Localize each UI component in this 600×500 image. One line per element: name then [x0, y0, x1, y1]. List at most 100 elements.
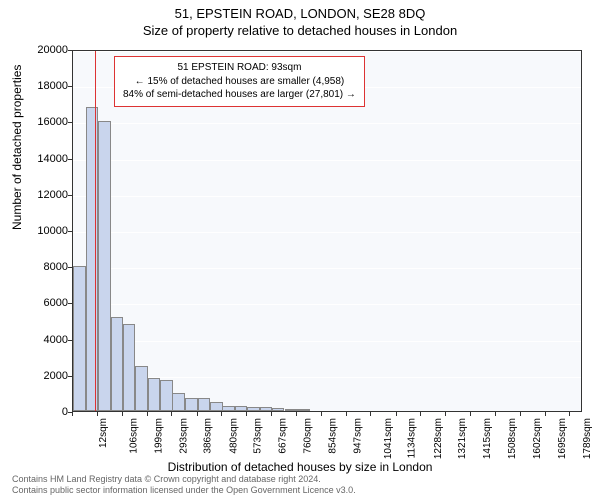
histogram-bar	[272, 408, 285, 411]
xtick-label: 480sqm	[228, 418, 239, 454]
footer-line1: Contains HM Land Registry data © Crown c…	[12, 474, 356, 485]
xtick-label: 854sqm	[328, 418, 339, 454]
xtick-label: 1602sqm	[532, 418, 543, 459]
xtick-label: 12sqm	[98, 418, 109, 448]
histogram-bar	[123, 324, 136, 411]
gridline	[73, 341, 581, 342]
xtick-mark	[97, 412, 98, 416]
xtick-label: 106sqm	[129, 418, 140, 454]
ytick-label: 0	[18, 406, 68, 418]
ytick-label: 10000	[18, 225, 68, 237]
xtick-label: 667sqm	[278, 418, 289, 454]
ytick-mark	[68, 50, 72, 51]
annotation-line2: ← 15% of detached houses are smaller (4,…	[123, 75, 356, 89]
xtick-label: 1321sqm	[457, 418, 468, 459]
footer-attribution: Contains HM Land Registry data © Crown c…	[12, 474, 356, 496]
ytick-label: 2000	[18, 370, 68, 382]
xtick-mark	[470, 412, 471, 416]
xtick-mark	[197, 412, 198, 416]
annotation-line1: 51 EPSTEIN ROAD: 93sqm	[123, 61, 356, 75]
histogram-bar	[285, 409, 298, 411]
gridline	[73, 160, 581, 161]
gridline	[73, 268, 581, 269]
xtick-mark	[495, 412, 496, 416]
histogram-bar	[111, 317, 124, 411]
ytick-mark	[68, 376, 72, 377]
xtick-label: 199sqm	[153, 418, 164, 454]
xtick-mark	[569, 412, 570, 416]
xtick-mark	[420, 412, 421, 416]
gridline	[73, 51, 581, 52]
xtick-label: 1041sqm	[383, 418, 394, 459]
xtick-mark	[72, 412, 73, 416]
ytick-label: 18000	[18, 80, 68, 92]
footer-line2: Contains public sector information licen…	[12, 485, 356, 496]
histogram-bar	[185, 398, 198, 411]
xtick-mark	[545, 412, 546, 416]
chart-container: 51 EPSTEIN ROAD: 93sqm ← 15% of detached…	[72, 50, 582, 412]
xtick-label: 947sqm	[352, 418, 363, 454]
xtick-mark	[271, 412, 272, 416]
annotation-box: 51 EPSTEIN ROAD: 93sqm ← 15% of detached…	[114, 56, 365, 107]
ytick-label: 8000	[18, 261, 68, 273]
gridline	[73, 304, 581, 305]
xtick-mark	[346, 412, 347, 416]
histogram-bar	[198, 398, 211, 411]
ytick-mark	[68, 267, 72, 268]
xtick-mark	[147, 412, 148, 416]
gridline	[73, 232, 581, 233]
gridline	[73, 196, 581, 197]
ytick-mark	[68, 340, 72, 341]
histogram-bar	[235, 406, 248, 411]
histogram-bar	[86, 107, 99, 411]
xtick-mark	[246, 412, 247, 416]
chart-title-sub: Size of property relative to detached ho…	[0, 21, 600, 38]
x-axis-label: Distribution of detached houses by size …	[0, 460, 600, 474]
ytick-label: 12000	[18, 189, 68, 201]
ytick-label: 14000	[18, 153, 68, 165]
xtick-mark	[171, 412, 172, 416]
histogram-bar	[297, 409, 310, 411]
gridline	[73, 413, 581, 414]
xtick-label: 1789sqm	[582, 418, 593, 459]
xtick-mark	[370, 412, 371, 416]
marker-line	[95, 51, 97, 411]
ytick-mark	[68, 86, 72, 87]
annotation-line3: 84% of semi-detached houses are larger (…	[123, 88, 356, 102]
ytick-mark	[68, 195, 72, 196]
xtick-label: 760sqm	[303, 418, 314, 454]
histogram-bar	[98, 121, 111, 411]
xtick-mark	[122, 412, 123, 416]
xtick-mark	[520, 412, 521, 416]
histogram-bar	[210, 402, 223, 411]
ytick-mark	[68, 303, 72, 304]
gridline	[73, 123, 581, 124]
histogram-bar	[172, 393, 185, 411]
ytick-mark	[68, 231, 72, 232]
xtick-label: 1508sqm	[507, 418, 518, 459]
xtick-mark	[321, 412, 322, 416]
xtick-mark	[221, 412, 222, 416]
histogram-bar	[148, 378, 161, 411]
ytick-label: 16000	[18, 116, 68, 128]
ytick-label: 6000	[18, 297, 68, 309]
xtick-label: 1415sqm	[482, 418, 493, 459]
ytick-mark	[68, 159, 72, 160]
histogram-bar	[260, 407, 273, 411]
histogram-bar	[160, 380, 173, 411]
xtick-label: 1134sqm	[407, 418, 418, 458]
xtick-label: 293sqm	[178, 418, 189, 454]
ytick-label: 4000	[18, 334, 68, 346]
xtick-mark	[396, 412, 397, 416]
histogram-bar	[222, 406, 235, 411]
histogram-bar	[73, 266, 86, 411]
xtick-mark	[445, 412, 446, 416]
xtick-label: 1695sqm	[557, 418, 568, 459]
xtick-label: 1228sqm	[433, 418, 444, 459]
xtick-label: 386sqm	[203, 418, 214, 454]
ytick-mark	[68, 122, 72, 123]
xtick-mark	[296, 412, 297, 416]
chart-title-main: 51, EPSTEIN ROAD, LONDON, SE28 8DQ	[0, 0, 600, 21]
ytick-label: 20000	[18, 44, 68, 56]
histogram-bar	[135, 366, 148, 411]
